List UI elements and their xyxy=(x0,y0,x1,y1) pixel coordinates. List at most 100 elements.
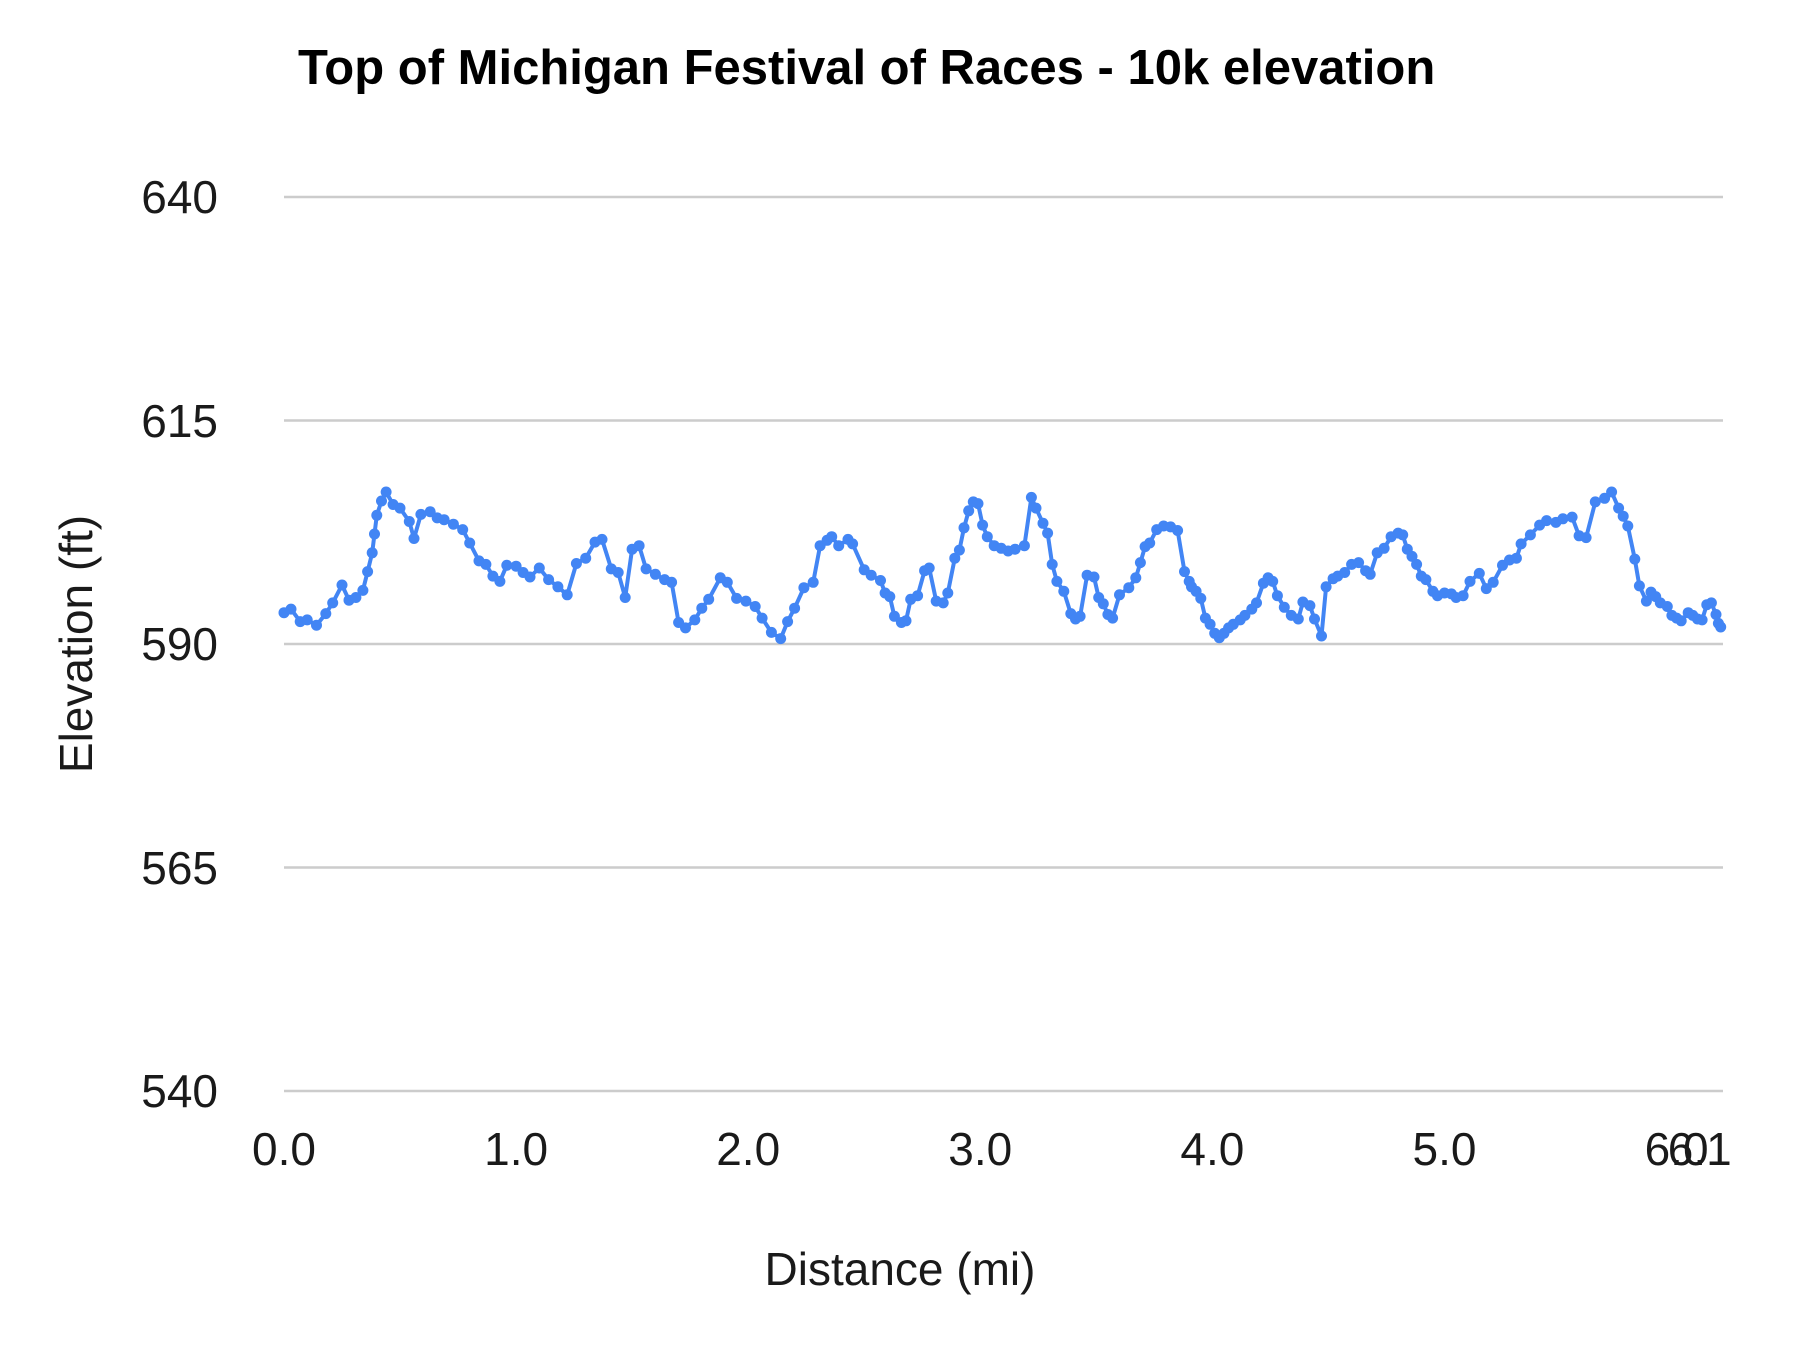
data-point xyxy=(380,486,392,498)
data-point xyxy=(923,562,935,574)
data-point xyxy=(1515,538,1527,550)
data-point xyxy=(1696,614,1708,626)
data-point xyxy=(403,516,415,527)
data-point xyxy=(1406,550,1418,562)
data-point xyxy=(1705,597,1717,609)
data-point xyxy=(524,571,536,583)
data-point xyxy=(826,531,838,543)
data-point xyxy=(464,537,476,549)
data-point xyxy=(1524,529,1536,541)
data-point xyxy=(847,538,859,550)
data-point xyxy=(865,569,877,581)
data-point xyxy=(981,531,993,543)
data-point xyxy=(1457,590,1469,602)
data-point xyxy=(689,614,701,626)
data-point xyxy=(1009,543,1021,555)
data-point xyxy=(807,576,819,588)
data-point xyxy=(285,603,297,615)
data-point xyxy=(366,547,378,559)
data-point xyxy=(942,587,954,599)
data-point xyxy=(394,502,406,514)
data-point xyxy=(1271,590,1283,602)
data-point xyxy=(633,540,645,552)
data-point xyxy=(1320,581,1332,593)
data-point xyxy=(1278,601,1290,613)
data-point xyxy=(336,579,348,591)
data-point xyxy=(320,608,332,620)
data-point xyxy=(362,566,374,578)
data-point xyxy=(494,575,506,587)
data-point xyxy=(570,558,582,569)
data-point xyxy=(1179,566,1190,578)
data-point xyxy=(1589,496,1601,508)
x-tick-label: 3.0 xyxy=(948,1123,1013,1175)
data-point xyxy=(447,518,459,530)
data-point xyxy=(1599,492,1611,504)
data-point xyxy=(1606,486,1618,498)
data-point xyxy=(1378,542,1390,554)
data-point xyxy=(953,544,965,556)
data-point xyxy=(1097,598,1109,610)
data-point xyxy=(798,582,810,594)
x-tick-label: 2.0 xyxy=(716,1123,781,1175)
data-point xyxy=(696,602,708,614)
data-point xyxy=(749,601,761,612)
data-point xyxy=(1195,592,1207,604)
data-point xyxy=(1058,585,1070,597)
data-point xyxy=(756,612,768,624)
data-point xyxy=(501,559,513,571)
data-point xyxy=(1353,557,1365,569)
data-point xyxy=(1420,574,1432,586)
data-point xyxy=(580,552,592,564)
data-point xyxy=(376,495,387,507)
data-point xyxy=(552,581,564,593)
y-tick-label: 540 xyxy=(141,1065,218,1117)
data-point xyxy=(1037,517,1049,529)
data-point xyxy=(369,528,380,540)
data-point xyxy=(1715,621,1727,633)
data-point xyxy=(533,562,545,574)
data-point xyxy=(1541,515,1553,527)
data-point xyxy=(1309,613,1320,625)
data-point xyxy=(1557,513,1569,525)
data-point xyxy=(977,519,989,531)
data-point xyxy=(510,560,522,572)
data-point xyxy=(640,563,652,575)
data-point xyxy=(1640,595,1652,607)
data-point xyxy=(612,567,624,578)
data-point xyxy=(1051,575,1063,587)
data-point xyxy=(666,576,678,588)
data-point xyxy=(740,595,752,607)
data-point xyxy=(1172,525,1184,536)
data-point xyxy=(1107,612,1119,624)
data-point xyxy=(789,602,801,614)
x-tick-label: 5.0 xyxy=(1412,1123,1477,1175)
y-tick-label: 590 xyxy=(141,618,218,670)
data-point xyxy=(1018,540,1030,552)
data-point xyxy=(1629,553,1641,565)
data-point xyxy=(1025,491,1037,503)
data-point xyxy=(1675,615,1687,627)
data-point xyxy=(875,575,886,586)
data-point xyxy=(937,597,949,609)
data-point xyxy=(1633,580,1645,592)
data-point xyxy=(721,576,733,588)
data-point xyxy=(1580,532,1592,544)
chart-title: Top of Michigan Festival of Races - 10k … xyxy=(298,41,1436,95)
x-tick-label: 0.0 xyxy=(252,1123,316,1175)
data-point xyxy=(1364,568,1376,580)
x-tick-label: 4.0 xyxy=(1180,1123,1245,1175)
data-point xyxy=(1316,630,1327,642)
data-point xyxy=(949,552,961,564)
data-point xyxy=(1473,567,1485,579)
x-tick-label: 6.1 xyxy=(1667,1123,1732,1175)
data-point xyxy=(1123,582,1135,594)
data-point xyxy=(408,533,420,544)
data-point xyxy=(1251,597,1262,609)
data-point xyxy=(311,619,322,631)
data-point xyxy=(619,592,631,603)
data-point xyxy=(1710,609,1722,620)
data-point xyxy=(1397,529,1409,541)
data-point xyxy=(596,533,608,545)
